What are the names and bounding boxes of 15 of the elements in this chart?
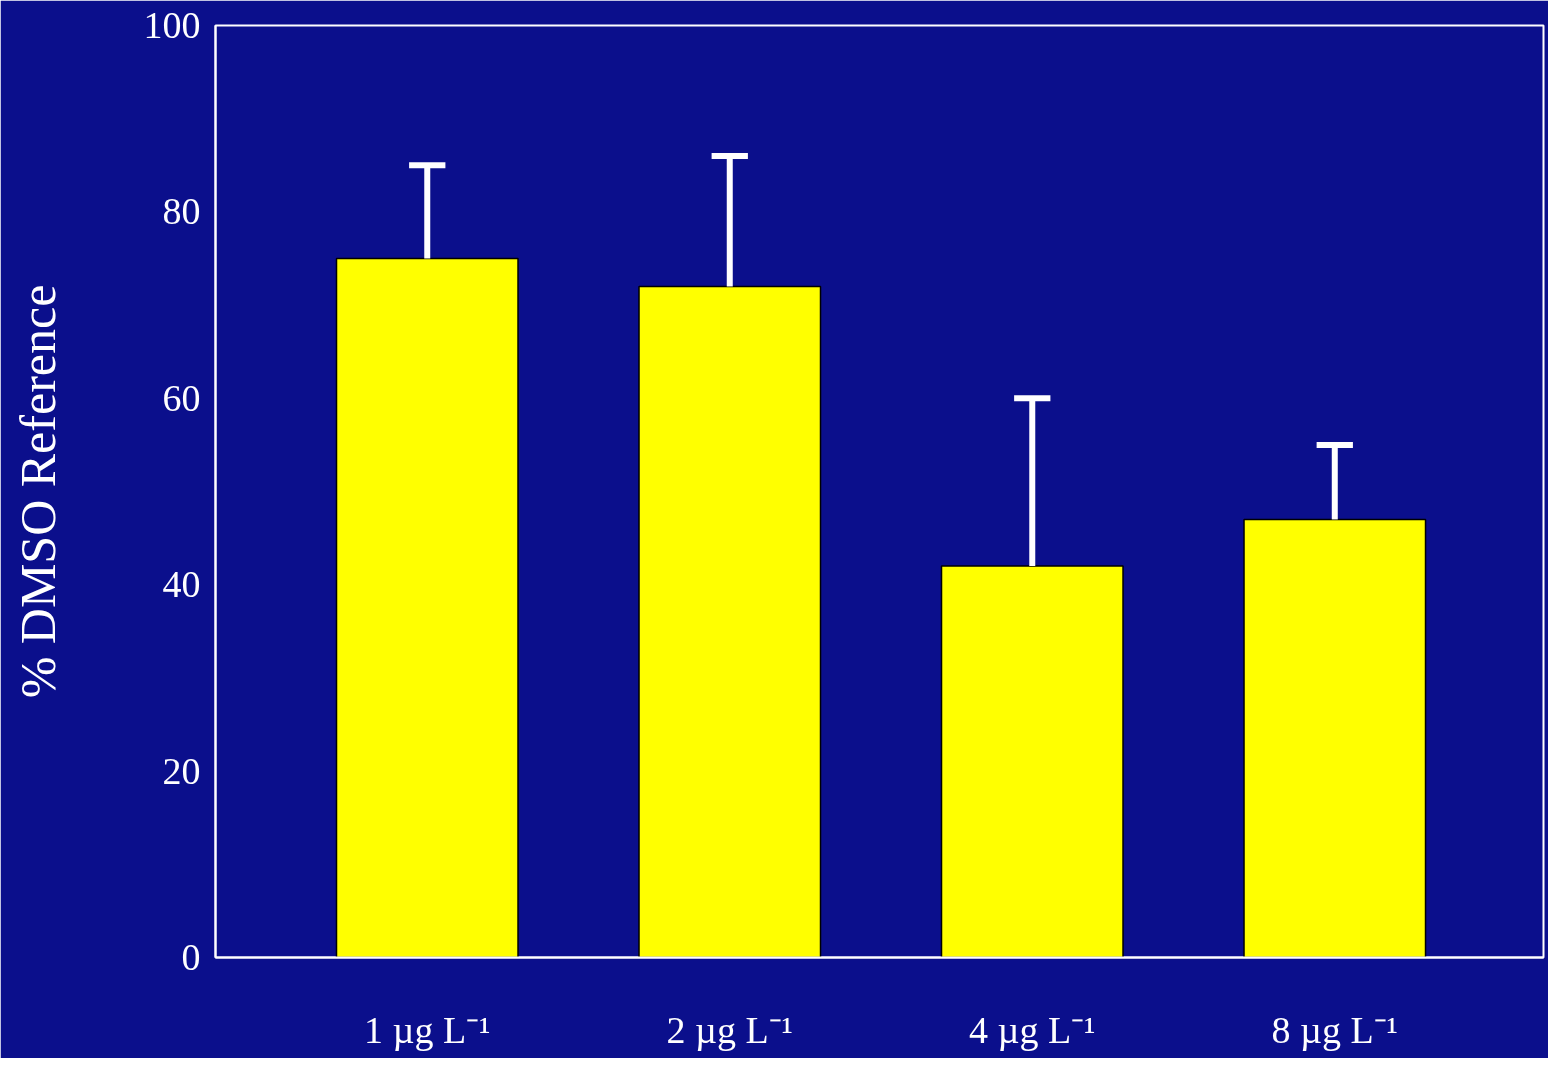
bar xyxy=(940,565,1124,958)
x-tick-label: 2 µg L⁻¹ xyxy=(666,1008,794,1051)
y-tick-label: 0 xyxy=(181,936,201,978)
y-tick-label: 40 xyxy=(162,563,201,606)
bar xyxy=(335,257,519,958)
bar xyxy=(638,285,822,958)
y-axis-title: % DMSO Reference xyxy=(9,284,66,699)
y-tick-label: 80 xyxy=(162,190,201,233)
y-tick-label: 100 xyxy=(143,4,201,46)
x-tick-label: 4 µg L⁻¹ xyxy=(969,1008,1096,1051)
y-tick-label: 60 xyxy=(162,376,201,419)
x-tick-label: 1 µg L⁻¹ xyxy=(364,1008,491,1051)
bar xyxy=(1243,518,1427,958)
x-tick-label: 8 µg L⁻¹ xyxy=(1271,1008,1399,1051)
y-tick-label: 20 xyxy=(162,749,201,792)
